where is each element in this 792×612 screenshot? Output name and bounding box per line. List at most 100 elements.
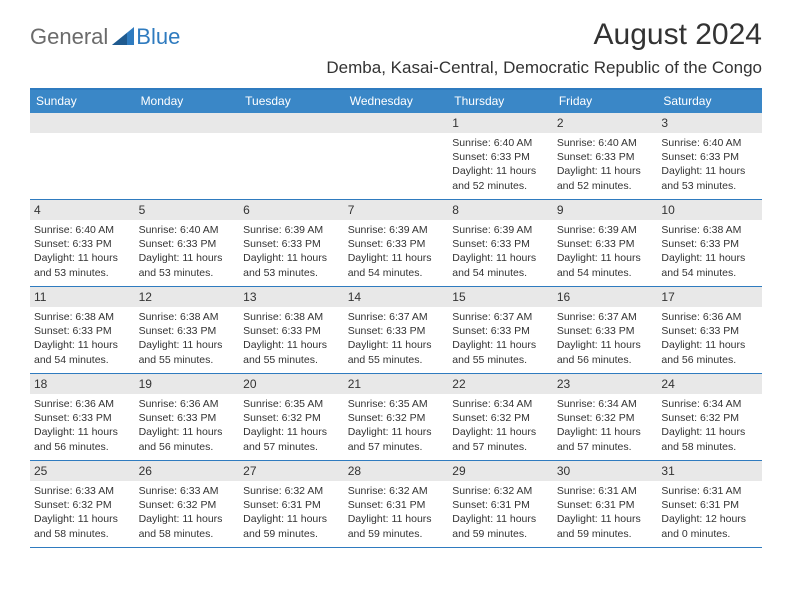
day-detail: Sunrise: 6:38 AMSunset: 6:33 PMDaylight:… xyxy=(34,310,131,367)
day-detail: Sunrise: 6:35 AMSunset: 6:32 PMDaylight:… xyxy=(348,397,445,454)
day-detail: Sunrise: 6:32 AMSunset: 6:31 PMDaylight:… xyxy=(348,484,445,541)
week-row: 25Sunrise: 6:33 AMSunset: 6:32 PMDayligh… xyxy=(30,461,762,548)
empty-day-number xyxy=(135,113,240,133)
day-detail: Sunrise: 6:31 AMSunset: 6:31 PMDaylight:… xyxy=(661,484,758,541)
calendar-cell: 24Sunrise: 6:34 AMSunset: 6:32 PMDayligh… xyxy=(657,374,762,460)
day-header: Sunday xyxy=(30,90,135,113)
empty-day-number xyxy=(239,113,344,133)
day-detail: Sunrise: 6:40 AMSunset: 6:33 PMDaylight:… xyxy=(452,136,549,193)
calendar-cell: 10 Sunrise: 6:38 AMSunset: 6:33 PMDayligh… xyxy=(657,200,762,286)
day-detail: Sunrise: 6:32 AMSunset: 6:31 PMDaylight:… xyxy=(452,484,549,541)
day-detail: Sunrise: 6:38 AMSunset: 6:33 PMDaylight:… xyxy=(243,310,340,367)
day-number: 28 xyxy=(344,461,449,481)
day-number: 14 xyxy=(344,287,449,307)
calendar: SundayMondayTuesdayWednesdayThursdayFrid… xyxy=(30,88,762,548)
calendar-cell: 9 Sunrise: 6:39 AMSunset: 6:33 PMDaylight… xyxy=(553,200,658,286)
day-detail: Sunrise: 6:38 AMSunset: 6:33 PMDaylight:… xyxy=(661,223,758,280)
day-detail: Sunrise: 6:33 AMSunset: 6:32 PMDaylight:… xyxy=(139,484,236,541)
day-number: 20 xyxy=(239,374,344,394)
day-detail: Sunrise: 6:38 AMSunset: 6:33 PMDaylight:… xyxy=(139,310,236,367)
day-number: 8 xyxy=(448,200,553,220)
day-detail: Sunrise: 6:40 AMSunset: 6:33 PMDaylight:… xyxy=(557,136,654,193)
calendar-cell: 19 Sunrise: 6:36 AMSunset: 6:33 PMDayligh… xyxy=(135,374,240,460)
day-number: 4 xyxy=(30,200,135,220)
day-detail: Sunrise: 6:40 AMSunset: 6:33 PMDaylight:… xyxy=(139,223,236,280)
day-detail: Sunrise: 6:34 AMSunset: 6:32 PMDaylight:… xyxy=(452,397,549,454)
day-number: 19 xyxy=(135,374,240,394)
calendar-cell: 25Sunrise: 6:33 AMSunset: 6:32 PMDayligh… xyxy=(30,461,135,547)
calendar-cell: 2 Sunrise: 6:40 AMSunset: 6:33 PMDaylight… xyxy=(553,113,658,199)
day-number: 6 xyxy=(239,200,344,220)
calendar-cell: 22 Sunrise: 6:34 AMSunset: 6:32 PMDayligh… xyxy=(448,374,553,460)
day-detail: Sunrise: 6:35 AMSunset: 6:32 PMDaylight:… xyxy=(243,397,340,454)
day-detail: Sunrise: 6:39 AMSunset: 6:33 PMDaylight:… xyxy=(557,223,654,280)
day-number: 16 xyxy=(553,287,658,307)
calendar-cell: 4 Sunrise: 6:40 AMSunset: 6:33 PMDaylight… xyxy=(30,200,135,286)
day-number: 11 xyxy=(30,287,135,307)
calendar-cell: 14 Sunrise: 6:37 AMSunset: 6:33 PMDayligh… xyxy=(344,287,449,373)
calendar-cell: 7Sunrise: 6:39 AMSunset: 6:33 PMDaylight… xyxy=(344,200,449,286)
calendar-cell: 31 Sunrise: 6:31 AMSunset: 6:31 PMDayligh… xyxy=(657,461,762,547)
calendar-cell: 1 Sunrise: 6:40 AMSunset: 6:33 PMDaylight… xyxy=(448,113,553,199)
day-number: 9 xyxy=(553,200,658,220)
day-number: 3 xyxy=(657,113,762,133)
calendar-cell xyxy=(135,113,240,199)
calendar-cell: 3Sunrise: 6:40 AMSunset: 6:33 PMDaylight… xyxy=(657,113,762,199)
location: Demba, Kasai-Central, Democratic Republi… xyxy=(326,58,762,78)
day-headers-row: SundayMondayTuesdayWednesdayThursdayFrid… xyxy=(30,90,762,113)
week-row: 11Sunrise: 6:38 AMSunset: 6:33 PMDayligh… xyxy=(30,287,762,374)
empty-day-number xyxy=(344,113,449,133)
day-detail: Sunrise: 6:36 AMSunset: 6:33 PMDaylight:… xyxy=(139,397,236,454)
day-number: 15 xyxy=(448,287,553,307)
empty-day-number xyxy=(30,113,135,133)
calendar-cell: 5Sunrise: 6:40 AMSunset: 6:33 PMDaylight… xyxy=(135,200,240,286)
calendar-cell: 26 Sunrise: 6:33 AMSunset: 6:32 PMDayligh… xyxy=(135,461,240,547)
calendar-cell: 30Sunrise: 6:31 AMSunset: 6:31 PMDayligh… xyxy=(553,461,658,547)
calendar-cell: 12 Sunrise: 6:38 AMSunset: 6:33 PMDayligh… xyxy=(135,287,240,373)
day-number: 1 xyxy=(448,113,553,133)
day-number: 7 xyxy=(344,200,449,220)
day-number: 29 xyxy=(448,461,553,481)
logo-text-general: General xyxy=(30,24,108,50)
day-number: 18 xyxy=(30,374,135,394)
day-detail: Sunrise: 6:37 AMSunset: 6:33 PMDaylight:… xyxy=(557,310,654,367)
calendar-cell xyxy=(239,113,344,199)
calendar-cell: 29 Sunrise: 6:32 AMSunset: 6:31 PMDayligh… xyxy=(448,461,553,547)
day-number: 2 xyxy=(553,113,658,133)
day-header: Thursday xyxy=(448,90,553,113)
day-detail: Sunrise: 6:34 AMSunset: 6:32 PMDaylight:… xyxy=(557,397,654,454)
day-detail: Sunrise: 6:36 AMSunset: 6:33 PMDaylight:… xyxy=(34,397,131,454)
day-number: 25 xyxy=(30,461,135,481)
day-number: 17 xyxy=(657,287,762,307)
calendar-cell: 18 Sunrise: 6:36 AMSunset: 6:33 PMDayligh… xyxy=(30,374,135,460)
day-detail: Sunrise: 6:37 AMSunset: 6:33 PMDaylight:… xyxy=(452,310,549,367)
day-detail: Sunrise: 6:40 AMSunset: 6:33 PMDaylight:… xyxy=(34,223,131,280)
day-number: 10 xyxy=(657,200,762,220)
calendar-cell: 16 Sunrise: 6:37 AMSunset: 6:33 PMDayligh… xyxy=(553,287,658,373)
day-header: Friday xyxy=(553,90,658,113)
calendar-cell: 21Sunrise: 6:35 AMSunset: 6:32 PMDayligh… xyxy=(344,374,449,460)
day-header: Saturday xyxy=(657,90,762,113)
calendar-cell: 23 Sunrise: 6:34 AMSunset: 6:32 PMDayligh… xyxy=(553,374,658,460)
day-detail: Sunrise: 6:34 AMSunset: 6:32 PMDaylight:… xyxy=(661,397,758,454)
day-number: 31 xyxy=(657,461,762,481)
day-detail: Sunrise: 6:39 AMSunset: 6:33 PMDaylight:… xyxy=(452,223,549,280)
day-number: 22 xyxy=(448,374,553,394)
title-block: August 2024 Demba, Kasai-Central, Democr… xyxy=(326,18,762,78)
week-row: 4Sunrise: 6:40 AMSunset: 6:33 PMDaylight… xyxy=(30,200,762,287)
calendar-cell: 8 Sunrise: 6:39 AMSunset: 6:33 PMDaylight… xyxy=(448,200,553,286)
calendar-cell: 17Sunrise: 6:36 AMSunset: 6:33 PMDayligh… xyxy=(657,287,762,373)
calendar-cell: 15 Sunrise: 6:37 AMSunset: 6:33 PMDayligh… xyxy=(448,287,553,373)
calendar-cell xyxy=(30,113,135,199)
day-detail: Sunrise: 6:37 AMSunset: 6:33 PMDaylight:… xyxy=(348,310,445,367)
week-row: 1Sunrise: 6:40 AMSunset: 6:33 PMDaylight… xyxy=(30,113,762,200)
calendar-cell xyxy=(344,113,449,199)
day-number: 12 xyxy=(135,287,240,307)
day-header: Monday xyxy=(135,90,240,113)
logo-text-blue: Blue xyxy=(136,24,180,50)
day-header: Tuesday xyxy=(239,90,344,113)
day-number: 26 xyxy=(135,461,240,481)
logo-triangle-icon xyxy=(112,27,134,45)
day-number: 23 xyxy=(553,374,658,394)
logo: General Blue xyxy=(30,18,180,50)
